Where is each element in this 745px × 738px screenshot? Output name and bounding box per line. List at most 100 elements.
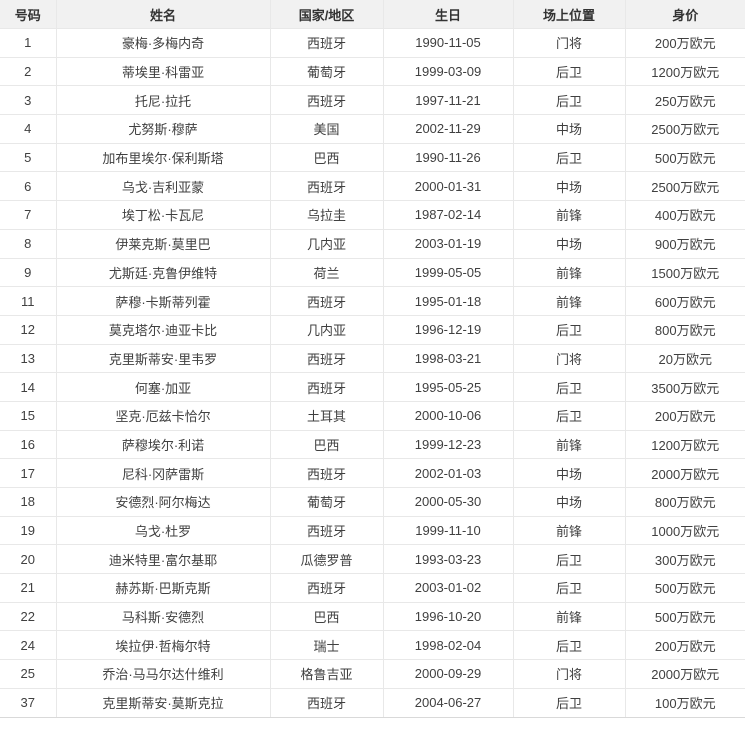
squad-table: 号码 姓名 国家/地区 生日 场上位置 身价 1 豪梅·多梅内奇 西班牙 1990-1…: [0, 0, 745, 718]
cell-number: 13: [0, 344, 57, 374]
cell-name: 乌戈·吉利亚蒙: [56, 171, 271, 202]
cell-position: 中场: [513, 458, 626, 488]
cell-birthday: 2002-01-03: [383, 458, 514, 488]
cell-country: 巴西: [270, 602, 384, 632]
cell-birthday: 2000-09-29: [383, 659, 514, 689]
table-row: 17 尼科·冈萨雷斯 西班牙 2002-01-03 中场 2000万欧元: [0, 458, 745, 488]
cell-position: 中场: [513, 171, 626, 202]
cell-birthday: 2000-01-31: [383, 171, 514, 202]
cell-position: 后卫: [513, 57, 626, 87]
cell-birthday: 1999-05-05: [383, 258, 514, 288]
cell-position: 门将: [513, 344, 626, 374]
cell-name: 托尼·拉托: [56, 85, 271, 116]
cell-value: 3500万欧元: [625, 372, 745, 402]
table-row: 24 埃拉伊·哲梅尔特 瑞士 1998-02-04 后卫 200万欧元: [0, 630, 745, 661]
cell-value: 800万欧元: [625, 315, 745, 345]
cell-number: 37: [0, 688, 57, 718]
table-row: 16 萨穆埃尔·利诺 巴西 1999-12-23 前锋 1200万欧元: [0, 430, 745, 460]
cell-position: 前锋: [513, 286, 626, 316]
cell-name: 尼科·冈萨雷斯: [56, 458, 271, 488]
cell-value: 2000万欧元: [625, 458, 745, 488]
cell-country: 巴西: [270, 430, 384, 460]
cell-position: 门将: [513, 28, 626, 58]
cell-country: 西班牙: [270, 516, 384, 546]
cell-country: 瓜德罗普: [270, 544, 384, 575]
cell-position: 后卫: [513, 401, 626, 431]
cell-number: 21: [0, 573, 57, 603]
cell-position: 前锋: [513, 200, 626, 230]
cell-number: 8: [0, 229, 57, 259]
header-row: 号码 姓名 国家/地区 生日 场上位置 身价: [0, 0, 745, 29]
cell-number: 16: [0, 430, 57, 460]
cell-country: 荷兰: [270, 258, 384, 288]
cell-name: 萨穆·卡斯蒂列霍: [56, 286, 271, 316]
cell-number: 3: [0, 85, 57, 116]
cell-name: 萨穆埃尔·利诺: [56, 430, 271, 460]
cell-country: 西班牙: [270, 573, 384, 603]
table-row: 25 乔治·马马尔达什维利 格鲁吉亚 2000-09-29 门将 2000万欧元: [0, 659, 745, 689]
cell-birthday: 1990-11-05: [383, 28, 514, 58]
cell-name: 乔治·马马尔达什维利: [56, 659, 271, 689]
cell-country: 西班牙: [270, 85, 384, 116]
table-row: 22 马科斯·安德烈 巴西 1996-10-20 前锋 500万欧元: [0, 602, 745, 632]
cell-position: 后卫: [513, 544, 626, 575]
cell-birthday: 2003-01-19: [383, 229, 514, 259]
cell-position: 后卫: [513, 85, 626, 116]
cell-value: 1200万欧元: [625, 430, 745, 460]
cell-birthday: 1998-03-21: [383, 344, 514, 374]
table-row: 19 乌戈·杜罗 西班牙 1999-11-10 前锋 1000万欧元: [0, 516, 745, 546]
cell-position: 中场: [513, 487, 626, 517]
table-row: 1 豪梅·多梅内奇 西班牙 1990-11-05 门将 200万欧元: [0, 28, 745, 58]
cell-number: 18: [0, 487, 57, 517]
cell-name: 埃丁松·卡瓦尼: [56, 200, 271, 230]
cell-birthday: 1999-03-09: [383, 57, 514, 87]
cell-number: 24: [0, 630, 57, 661]
cell-country: 几内亚: [270, 315, 384, 345]
cell-name: 加布里埃尔·保利斯塔: [56, 143, 271, 173]
cell-birthday: 1987-02-14: [383, 200, 514, 230]
cell-name: 豪梅·多梅内奇: [56, 28, 271, 58]
cell-number: 6: [0, 171, 57, 202]
cell-name: 坚克·厄兹卡恰尔: [56, 401, 271, 431]
cell-name: 克里斯蒂安·莫斯克拉: [56, 688, 271, 718]
cell-position: 后卫: [513, 315, 626, 345]
cell-birthday: 1995-05-25: [383, 372, 514, 402]
header-cell-value: 身价: [625, 0, 745, 29]
cell-value: 500万欧元: [625, 602, 745, 632]
cell-name: 蒂埃里·科雷亚: [56, 57, 271, 87]
cell-number: 1: [0, 28, 57, 58]
cell-value: 1200万欧元: [625, 57, 745, 87]
cell-value: 500万欧元: [625, 573, 745, 603]
cell-value: 300万欧元: [625, 544, 745, 575]
header-cell-country: 国家/地区: [270, 0, 384, 29]
cell-country: 美国: [270, 114, 384, 144]
cell-value: 1000万欧元: [625, 516, 745, 546]
cell-number: 14: [0, 372, 57, 402]
cell-name: 乌戈·杜罗: [56, 516, 271, 546]
cell-birthday: 1999-12-23: [383, 430, 514, 460]
cell-country: 西班牙: [270, 688, 384, 718]
table-row: 18 安德烈·阿尔梅达 葡萄牙 2000-05-30 中场 800万欧元: [0, 487, 745, 517]
table-row: 8 伊莱克斯·莫里巴 几内亚 2003-01-19 中场 900万欧元: [0, 229, 745, 259]
cell-birthday: 1999-11-10: [383, 516, 514, 546]
table-row: 5 加布里埃尔·保利斯塔 巴西 1990-11-26 后卫 500万欧元: [0, 143, 745, 173]
cell-birthday: 1997-11-21: [383, 85, 514, 116]
cell-birthday: 1990-11-26: [383, 143, 514, 173]
cell-value: 1500万欧元: [625, 258, 745, 288]
cell-country: 葡萄牙: [270, 487, 384, 517]
cell-birthday: 1995-01-18: [383, 286, 514, 316]
header-cell-position: 场上位置: [513, 0, 626, 29]
cell-number: 19: [0, 516, 57, 546]
table-row: 13 克里斯蒂安·里韦罗 西班牙 1998-03-21 门将 20万欧元: [0, 344, 745, 374]
cell-name: 何塞·加亚: [56, 372, 271, 402]
cell-birthday: 2000-10-06: [383, 401, 514, 431]
header-cell-name: 姓名: [56, 0, 271, 29]
cell-name: 马科斯·安德烈: [56, 602, 271, 632]
table-row: 37 克里斯蒂安·莫斯克拉 西班牙 2004-06-27 后卫 100万欧元: [0, 688, 745, 718]
table-header: 号码 姓名 国家/地区 生日 场上位置 身价: [0, 0, 745, 29]
cell-number: 4: [0, 114, 57, 144]
cell-name: 安德烈·阿尔梅达: [56, 487, 271, 517]
cell-position: 前锋: [513, 602, 626, 632]
header-cell-number: 号码: [0, 0, 57, 29]
